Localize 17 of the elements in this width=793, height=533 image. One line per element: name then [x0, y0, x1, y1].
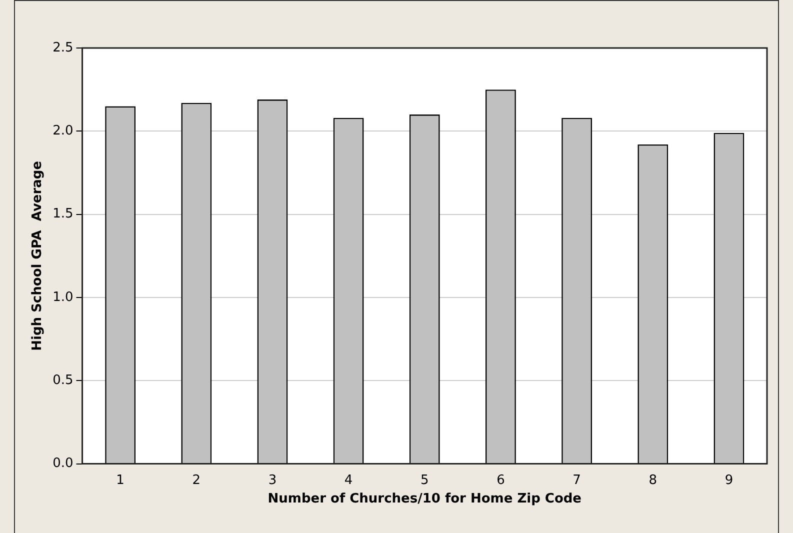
x-tick-label: 5	[420, 472, 429, 488]
x-tick-label: 8	[648, 472, 658, 488]
x-tick-label: 9	[724, 472, 734, 488]
x-tick-label: 2	[192, 472, 201, 488]
y-tick-label: 0.5	[52, 373, 74, 388]
x-tick-label: 3	[268, 472, 277, 488]
y-tick-label: 2.5	[52, 40, 74, 56]
y-tick-label: 2.0	[52, 124, 74, 139]
y-tick-label: 0.0	[52, 456, 74, 472]
x-tick-label: 6	[496, 472, 505, 488]
y-axis-title: High School GPA Average	[30, 160, 46, 351]
x-tick-label: 7	[572, 472, 581, 488]
x-tick-label: 1	[116, 472, 124, 488]
y-tick-label: 1.0	[52, 290, 74, 305]
x-tick-label: 4	[344, 472, 353, 488]
x-axis-title: Number of Churches/10 for Home Zip Code	[268, 492, 582, 507]
y-tick-label: 1.5	[52, 206, 74, 222]
